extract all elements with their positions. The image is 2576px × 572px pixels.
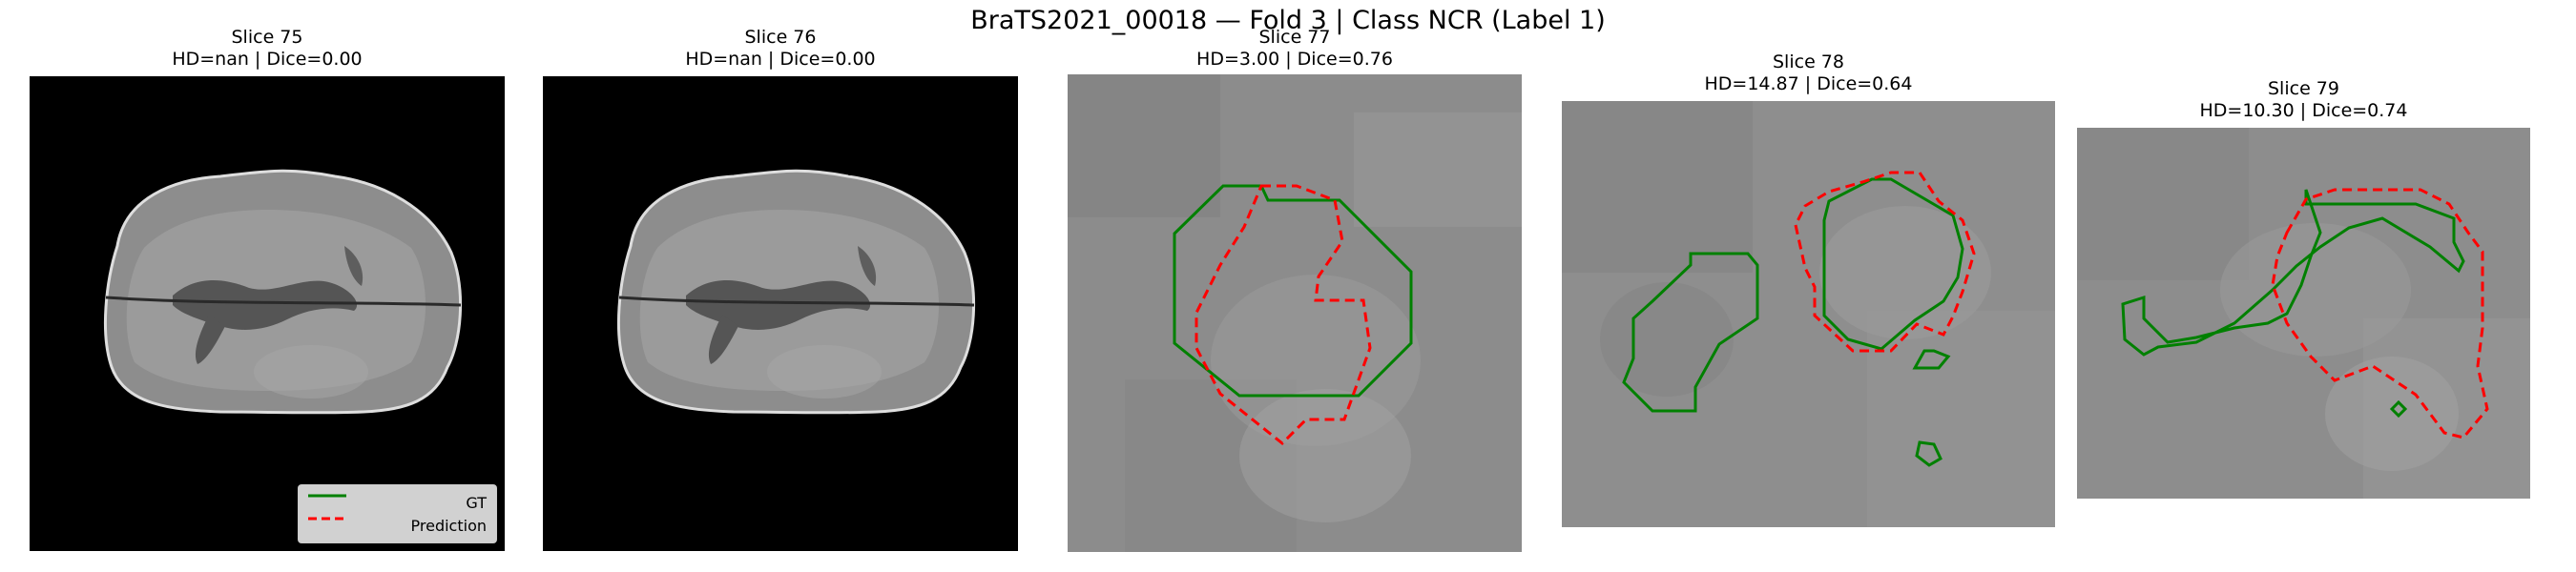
panel-title: Slice 77 HD=3.00 | Dice=0.76 xyxy=(1068,27,1522,71)
legend: GT Prediction xyxy=(297,484,497,543)
panel-slice-75: Slice 75 HD=nan | Dice=0.00 GT Predictio… xyxy=(30,27,505,551)
slice-label: Slice 76 xyxy=(744,27,817,48)
gt-line-icon xyxy=(307,494,346,498)
mri-crop xyxy=(2077,128,2530,499)
metrics-label: HD=3.00 | Dice=0.76 xyxy=(1196,49,1393,70)
panel-title: Slice 79 HD=10.30 | Dice=0.74 xyxy=(2077,78,2530,122)
prediction-line-icon xyxy=(307,517,346,521)
panel-title: Slice 76 HD=nan | Dice=0.00 xyxy=(543,27,1018,71)
legend-prediction: Prediction xyxy=(307,514,487,537)
panel-slice-77: Slice 77 HD=3.00 | Dice=0.76 xyxy=(1068,27,1522,552)
slice-label: Slice 78 xyxy=(1773,51,1844,72)
prediction-contour xyxy=(2271,188,2489,439)
panel-title: Slice 78 HD=14.87 | Dice=0.64 xyxy=(1562,51,2055,95)
gt-contour xyxy=(2121,189,2465,357)
legend-gt: GT xyxy=(307,491,487,514)
gt-contour-small xyxy=(1915,440,1942,467)
metrics-label: HD=nan | Dice=0.00 xyxy=(685,49,876,70)
mri-image: GT Prediction xyxy=(30,76,505,551)
metrics-label: HD=10.30 | Dice=0.74 xyxy=(2199,100,2408,121)
gt-contour xyxy=(1173,184,1413,398)
panel-slice-76: Slice 76 HD=nan | Dice=0.00 xyxy=(543,27,1018,551)
gt-contour-small xyxy=(2389,399,2408,419)
prediction-contour xyxy=(1195,184,1372,446)
mri-image xyxy=(543,76,1018,551)
mri-crop xyxy=(1562,101,2055,527)
gt-contour-left xyxy=(1622,252,1759,413)
prediction-contour xyxy=(1794,171,1976,353)
legend-pred-label: Prediction xyxy=(410,516,487,535)
slice-label: Slice 79 xyxy=(2268,78,2339,99)
slice-label: Slice 75 xyxy=(231,27,303,48)
panel-title: Slice 75 HD=nan | Dice=0.00 xyxy=(30,27,505,71)
mri-crop xyxy=(1068,74,1522,552)
gt-contour-blob xyxy=(1912,349,1951,370)
panel-slice-78: Slice 78 HD=14.87 | Dice=0.64 xyxy=(1562,51,2055,527)
slice-label: Slice 77 xyxy=(1258,27,1331,48)
legend-gt-label: GT xyxy=(466,493,487,512)
figure-title: BraTS2021_00018 — Fold 3 | Class NCR (La… xyxy=(970,6,1606,35)
gt-contour-right xyxy=(1822,177,1964,351)
panel-slice-79: Slice 79 HD=10.30 | Dice=0.74 xyxy=(2077,78,2530,499)
metrics-label: HD=nan | Dice=0.00 xyxy=(172,49,363,70)
metrics-label: HD=14.87 | Dice=0.64 xyxy=(1704,73,1913,94)
